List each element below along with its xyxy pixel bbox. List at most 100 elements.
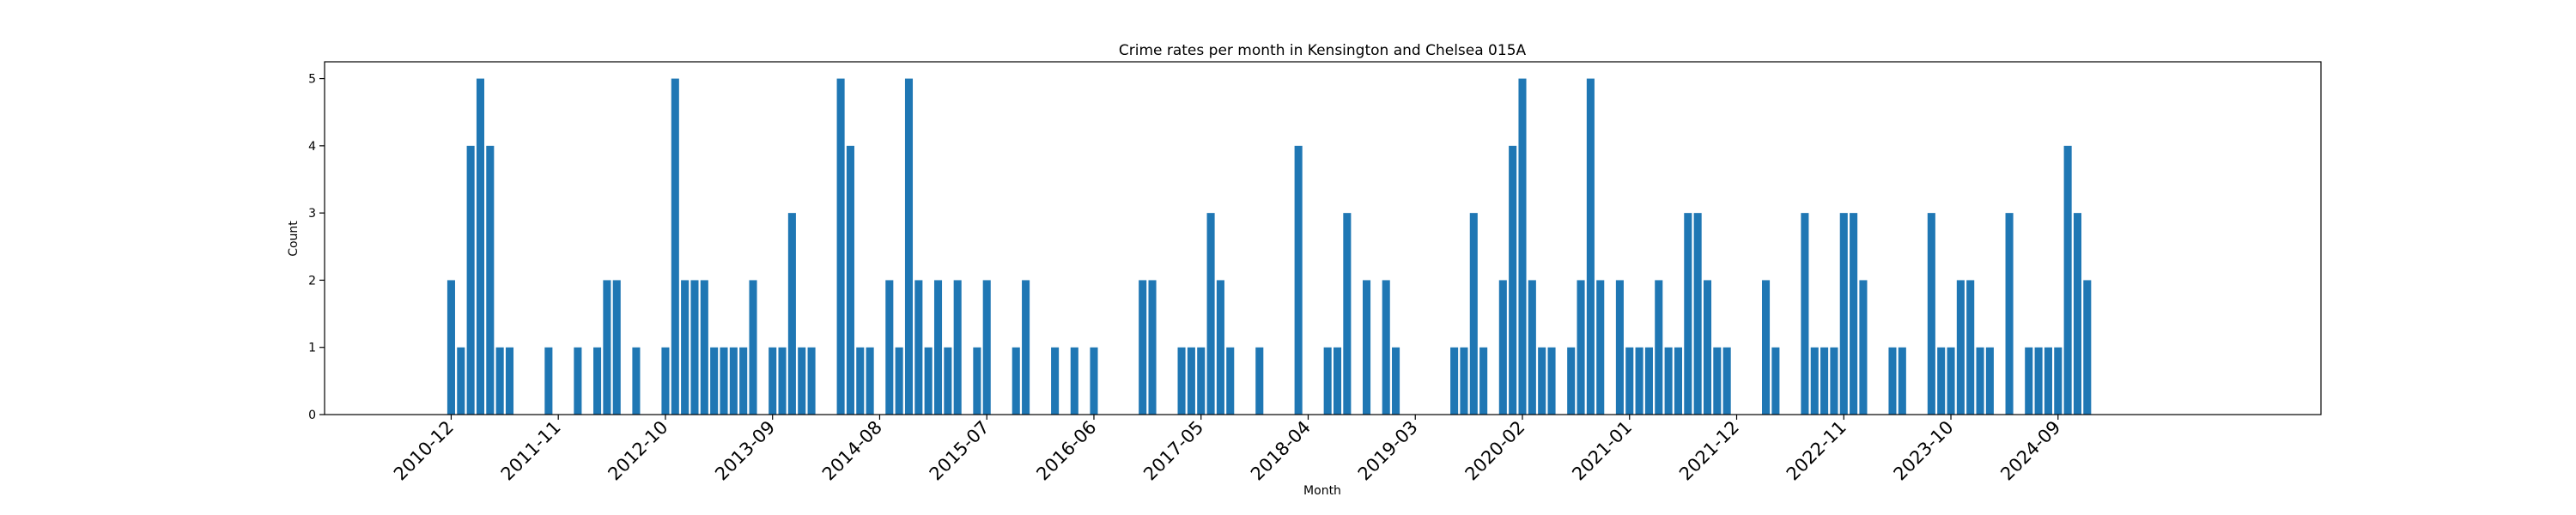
bar-2015-03 bbox=[944, 347, 952, 415]
bar-2016-02 bbox=[1051, 347, 1060, 415]
bar-2012-01 bbox=[574, 347, 582, 415]
bar-2015-11 bbox=[1022, 280, 1030, 415]
bar-2019-10 bbox=[1479, 347, 1488, 415]
bar-series bbox=[447, 78, 2092, 415]
bar-2023-05 bbox=[1898, 347, 1906, 415]
bar-2023-01 bbox=[1859, 280, 1868, 415]
x-tick-label: 2023-10 bbox=[1890, 417, 1958, 485]
bar-2017-05 bbox=[1197, 347, 1206, 415]
bar-2022-11 bbox=[1839, 213, 1848, 415]
x-tick-label: 2021-01 bbox=[1568, 417, 1636, 485]
x-tick-label: 2012-10 bbox=[604, 417, 671, 485]
bar-2023-10 bbox=[1947, 347, 1955, 415]
bar-2021-07 bbox=[1684, 213, 1692, 415]
bar-2013-10 bbox=[778, 347, 787, 415]
bar-2013-03 bbox=[710, 347, 719, 415]
bar-2023-08 bbox=[1927, 213, 1935, 415]
bar-2021-02 bbox=[1635, 347, 1643, 415]
bar-2024-02 bbox=[1985, 347, 1994, 415]
bar-2011-04 bbox=[486, 145, 495, 415]
x-tick-label: 2011-11 bbox=[497, 417, 565, 485]
bar-2019-08 bbox=[1460, 347, 1468, 415]
bar-2010-12 bbox=[447, 280, 455, 415]
x-tick-label: 2014-08 bbox=[818, 417, 886, 485]
bar-2021-05 bbox=[1664, 347, 1673, 415]
bar-2015-07 bbox=[982, 280, 991, 415]
bar-2020-10 bbox=[1596, 280, 1605, 415]
y-tick-label: 0 bbox=[308, 409, 316, 422]
bar-2022-08 bbox=[1810, 347, 1819, 415]
bar-2017-03 bbox=[1177, 347, 1186, 415]
bar-2015-04 bbox=[953, 280, 962, 415]
bar-2024-10 bbox=[2063, 145, 2072, 415]
bar-2022-09 bbox=[1820, 347, 1829, 415]
bar-2021-01 bbox=[1625, 347, 1634, 415]
bar-2020-03 bbox=[1528, 280, 1536, 415]
bar-2012-05 bbox=[612, 280, 621, 415]
bar-2013-05 bbox=[729, 347, 738, 415]
y-axis-label: Count bbox=[287, 221, 301, 257]
bar-2016-04 bbox=[1070, 347, 1078, 415]
x-tick-label: 2015-07 bbox=[926, 417, 993, 485]
bar-2014-11 bbox=[904, 78, 914, 415]
bar-2020-05 bbox=[1547, 347, 1556, 415]
bar-2018-08 bbox=[1343, 213, 1352, 415]
bar-2014-01 bbox=[807, 347, 816, 415]
bar-2018-12 bbox=[1382, 280, 1390, 415]
bar-2023-04 bbox=[1888, 347, 1897, 415]
bar-2015-06 bbox=[973, 347, 981, 415]
y-tick-label: 3 bbox=[308, 207, 316, 221]
bar-2013-06 bbox=[739, 347, 748, 415]
bar-2018-07 bbox=[1333, 347, 1342, 415]
bar-2020-09 bbox=[1586, 78, 1595, 415]
bar-2016-06 bbox=[1090, 347, 1098, 415]
bar-2022-03 bbox=[1762, 280, 1771, 415]
y-axis-ticks: 0 1 2 3 4 5 bbox=[308, 73, 325, 422]
bar-2024-06 bbox=[2025, 347, 2033, 415]
bar-2020-02 bbox=[1518, 78, 1527, 415]
bar-2014-10 bbox=[895, 347, 903, 415]
bar-2024-01 bbox=[1976, 347, 1984, 415]
bar-2024-12 bbox=[2083, 280, 2092, 415]
bar-2018-03 bbox=[1294, 145, 1303, 415]
bar-2014-04 bbox=[836, 78, 845, 415]
bar-2022-07 bbox=[1801, 213, 1809, 415]
bar-2024-08 bbox=[2044, 347, 2052, 415]
x-tick-label: 2016-06 bbox=[1032, 417, 1100, 485]
bar-2018-06 bbox=[1323, 347, 1332, 415]
bar-2015-02 bbox=[933, 280, 943, 415]
bar-2024-11 bbox=[2073, 213, 2081, 415]
bar-2012-04 bbox=[603, 280, 611, 415]
x-tick-label: 2013-09 bbox=[711, 417, 779, 485]
bar-2017-11 bbox=[1255, 347, 1264, 415]
bar-2012-07 bbox=[632, 347, 641, 415]
bar-2014-12 bbox=[914, 280, 923, 415]
bar-2013-07 bbox=[749, 280, 757, 415]
bar-2021-03 bbox=[1644, 347, 1653, 415]
x-tick-label: 2021-12 bbox=[1675, 417, 1743, 485]
bar-2020-08 bbox=[1577, 280, 1585, 415]
bar-2015-01 bbox=[924, 347, 933, 415]
y-tick-label: 5 bbox=[308, 73, 316, 87]
bar-2013-11 bbox=[787, 213, 796, 415]
bar-2014-09 bbox=[885, 280, 894, 415]
bar-2014-07 bbox=[866, 347, 874, 415]
bar-2020-01 bbox=[1509, 145, 1517, 415]
y-tick-label: 2 bbox=[308, 274, 316, 288]
bar-2013-02 bbox=[700, 280, 708, 415]
bar-2021-11 bbox=[1722, 347, 1731, 415]
x-axis-ticks: 2010-12 2011-11 2012-10 2013-09 2014-08 2015-… bbox=[390, 415, 2064, 485]
bar-2013-04 bbox=[720, 347, 728, 415]
bar-2021-06 bbox=[1674, 347, 1682, 415]
bar-2023-09 bbox=[1937, 347, 1946, 415]
bar-2024-04 bbox=[2005, 213, 2014, 415]
bar-2021-09 bbox=[1703, 280, 1712, 415]
bar-2013-09 bbox=[769, 347, 777, 415]
bar-2016-11 bbox=[1139, 280, 1147, 415]
bar-2012-11 bbox=[671, 78, 679, 415]
bar-2015-10 bbox=[1012, 347, 1020, 415]
bar-2023-11 bbox=[1956, 280, 1965, 415]
bar-2021-10 bbox=[1713, 347, 1722, 415]
